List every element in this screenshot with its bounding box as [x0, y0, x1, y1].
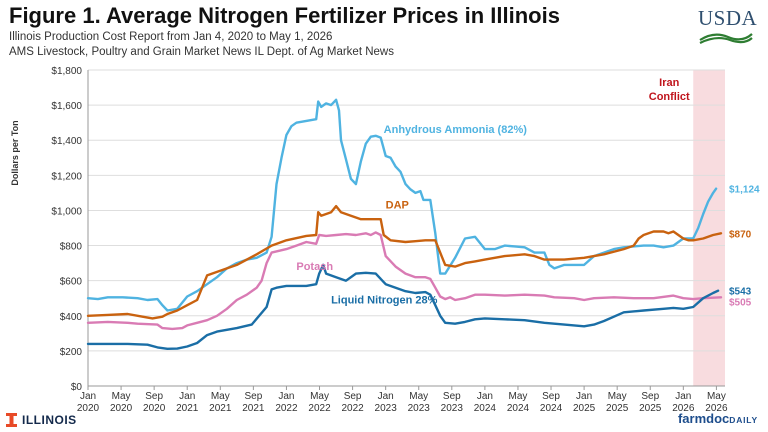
- usda-logo: USDA: [698, 6, 758, 50]
- y-tick-label: $1,400: [51, 136, 82, 147]
- y-axis-title: Dollars per Ton: [10, 120, 20, 185]
- x-tick-year-label: 2024: [507, 403, 530, 414]
- series-label-potash: Potash: [296, 261, 333, 273]
- y-tick-label: $1,600: [51, 101, 82, 112]
- conflict-label-line2: Conflict: [649, 91, 690, 103]
- x-tick-month-label: May: [509, 391, 528, 402]
- y-tick-label: $400: [60, 312, 83, 323]
- x-tick-month-label: Jan: [378, 391, 394, 402]
- x-tick-year-label: 2021: [176, 403, 199, 414]
- x-tick-year-label: 2024: [474, 403, 497, 414]
- y-tick-label: $600: [60, 277, 83, 288]
- x-tick-year-label: 2025: [639, 403, 662, 414]
- x-tick-year-label: 2023: [408, 403, 431, 414]
- x-tick-month-label: Jan: [675, 391, 691, 402]
- series-line-dap: [86, 204, 723, 320]
- x-tick-month-label: Jan: [80, 391, 96, 402]
- usda-field-icon: [699, 33, 753, 44]
- chart-subtitle-agency: AMS Livestock, Poultry and Grain Market …: [9, 46, 394, 58]
- illinois-wordmark: ILLINOIS: [22, 413, 77, 427]
- y-tick-label: $0: [71, 382, 83, 393]
- x-tick-year-label: 2022: [341, 403, 364, 414]
- x-tick-month-label: May: [409, 391, 428, 402]
- x-tick-month-label: Jan: [576, 391, 592, 402]
- farmdoc-wordmark: farmdoc: [677, 411, 730, 426]
- x-tick-year-label: 2021: [209, 403, 232, 414]
- x-tick-year-label: 2022: [308, 403, 331, 414]
- x-tick-year-label: 2024: [540, 403, 563, 414]
- series-line-potash: [86, 231, 723, 331]
- x-tick-month-label: May: [211, 391, 230, 402]
- chart-subtitle-source-dates: Illinois Production Cost Report from Jan…: [9, 31, 333, 43]
- x-tick-year-label: 2026: [705, 403, 728, 414]
- x-tick-month-label: Sep: [145, 391, 163, 402]
- series-label-anhydrous: Anhydrous Ammonia (82%): [384, 124, 528, 136]
- illinois-block-i-icon: [6, 413, 17, 427]
- end-value-label-anhydrous: $1,124: [729, 185, 760, 196]
- y-tick-label: $1,000: [51, 206, 82, 217]
- x-tick-year-label: 2020: [77, 403, 100, 414]
- y-tick-label: $1,800: [51, 66, 82, 77]
- x-tick-month-label: Sep: [542, 391, 560, 402]
- x-tick-year-label: 2023: [375, 403, 398, 414]
- x-tick-year-label: 2022: [275, 403, 298, 414]
- y-tick-label: $200: [60, 347, 83, 358]
- x-tick-month-label: Sep: [344, 391, 362, 402]
- y-tick-label: $800: [60, 242, 83, 253]
- end-value-label-potash: $505: [729, 298, 752, 309]
- x-tick-year-label: 2026: [672, 403, 695, 414]
- x-tick-month-label: May: [707, 391, 726, 402]
- x-tick-month-label: Jan: [477, 391, 493, 402]
- series-label-dap: DAP: [386, 200, 409, 212]
- x-tick-month-label: May: [310, 391, 329, 402]
- x-tick-month-label: May: [112, 391, 131, 402]
- x-tick-year-label: 2021: [242, 403, 265, 414]
- y-tick-label: $1,200: [51, 171, 82, 182]
- x-tick-month-label: Sep: [641, 391, 659, 402]
- x-tick-year-label: 2025: [573, 403, 596, 414]
- illinois-logo: ILLINOIS: [6, 413, 77, 427]
- series-label-liquid: Liquid Nitrogen 28%: [331, 294, 438, 306]
- farmdoc-daily-wordmark: DAILY: [729, 415, 758, 425]
- x-tick-year-label: 2025: [606, 403, 629, 414]
- x-tick-year-label: 2020: [110, 403, 133, 414]
- end-value-label-dap: $870: [729, 229, 752, 240]
- x-tick-month-label: Sep: [244, 391, 262, 402]
- x-tick-month-label: Jan: [278, 391, 294, 402]
- series-line-liquid: [86, 263, 720, 350]
- end-value-label-liquid: $543: [729, 287, 752, 298]
- x-tick-month-label: May: [608, 391, 627, 402]
- usda-wordmark: USDA: [698, 6, 758, 30]
- conflict-label-line1: Iran: [659, 77, 679, 89]
- x-tick-month-label: Jan: [179, 391, 195, 402]
- chart-title: Figure 1. Average Nitrogen Fertilizer Pr…: [9, 3, 560, 28]
- x-tick-month-label: Sep: [443, 391, 461, 402]
- x-tick-year-label: 2023: [441, 403, 464, 414]
- x-tick-year-label: 2020: [143, 403, 166, 414]
- farmdoc-daily-logo: farmdocDAILY: [678, 411, 758, 426]
